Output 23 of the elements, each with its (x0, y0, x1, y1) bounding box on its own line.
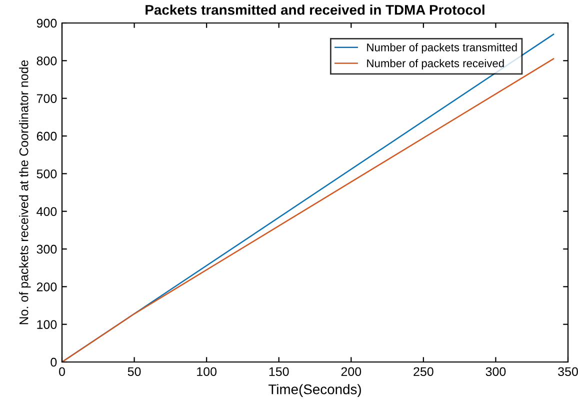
y-tick-label: 300 (36, 244, 57, 254)
chart-title: Packets transmitted and received in TDMA Protocol (146, 4, 484, 15)
y-tick-label: 100 (37, 320, 57, 329)
legend-label: Number of packets transmitted (367, 43, 517, 54)
y-tick-label: 600 (36, 132, 57, 141)
x-tick-label: 250 (414, 367, 434, 376)
y-tick-label: 400 (36, 207, 57, 216)
x-tick-label: 200 (341, 367, 362, 376)
y-tick-label: 800 (36, 56, 57, 66)
x-axis-title: Time(Seconds) (268, 384, 361, 398)
y-tick-label: 200 (36, 282, 57, 292)
legend-label: Number of packets received (367, 59, 504, 70)
x-tick-label: 150 (269, 367, 289, 376)
x-tick-label: 0 (59, 367, 65, 376)
y-tick-label: 500 (36, 169, 57, 178)
y-axis-title: No. of packets received at the Coordinator node (19, 60, 31, 324)
x-tick-label: 300 (486, 367, 506, 376)
y-tick-label: 900 (36, 18, 57, 28)
x-tick-label: 50 (128, 367, 141, 376)
y-tick-label: 700 (36, 94, 57, 103)
x-tick-label: 100 (197, 367, 217, 376)
x-tick-label: 350 (558, 367, 578, 376)
y-tick-label: 0 (50, 358, 57, 367)
